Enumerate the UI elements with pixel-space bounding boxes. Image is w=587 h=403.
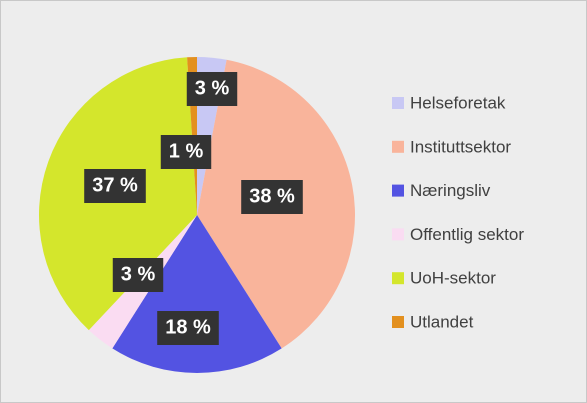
legend-label: Offentlig sektor [410,225,524,244]
data-label: 18 % [165,316,211,338]
data-label-box [157,311,219,345]
legend-swatch [392,316,404,328]
data-label: 38 % [249,185,295,207]
legend-label: Instituttsektor [410,137,511,156]
data-label: 3 % [121,263,156,285]
data-label-box [186,72,238,106]
legend-label: UoH-sektor [410,269,496,288]
data-label-box [241,180,303,214]
pie-slice [112,215,282,373]
data-label-box [160,135,212,169]
legend-label: Utlandet [410,312,474,331]
legend-swatch [392,140,404,153]
legend-swatch [392,97,404,109]
data-label: 1 % [169,140,204,162]
data-label: 37 % [92,174,138,196]
legend-swatch [392,228,404,241]
data-label-box [112,258,164,292]
data-label: 3 % [195,77,230,99]
legend-swatch [392,272,404,285]
legend-swatch [392,184,404,197]
data-label-box [84,169,146,203]
legend-label: Helseforetak [410,93,506,112]
legend-label: Næringsliv [410,181,491,200]
